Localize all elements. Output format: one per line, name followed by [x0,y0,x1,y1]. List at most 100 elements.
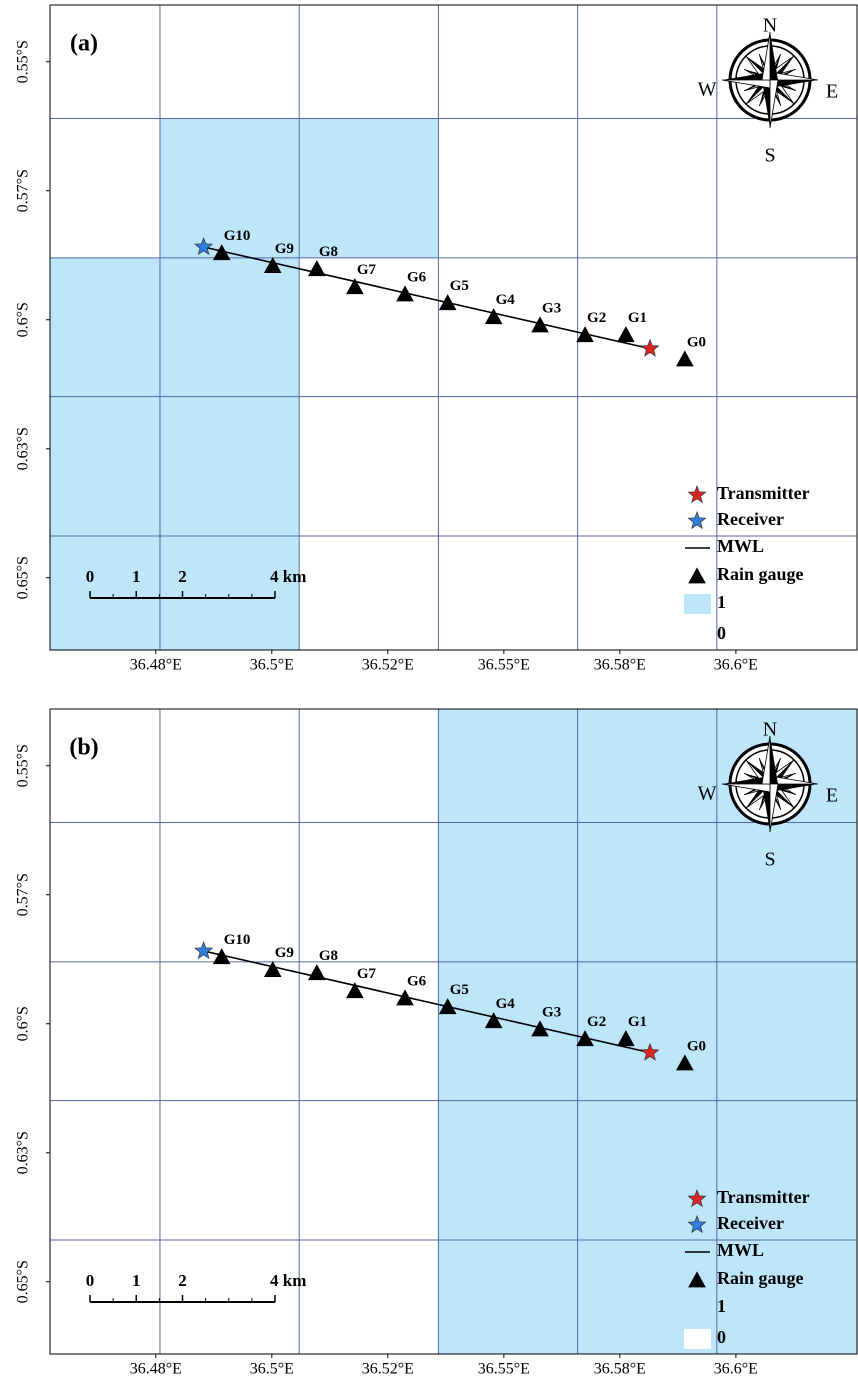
compass-point [769,783,779,833]
legend-label: Transmitter [717,1187,810,1207]
raster-cell [159,118,300,258]
raster-cell [159,961,300,1101]
rain-gauge [212,244,231,261]
scale-label: 4 km [270,567,306,586]
raster-cell [299,1100,439,1240]
rain-gauge [263,257,282,274]
raster-cell [159,1239,300,1354]
raster-cell [159,257,300,397]
y-tick-label: 0.55°S [15,744,32,787]
raster-cell [159,822,300,962]
raster-cell [299,961,439,1101]
compass-letter: S [764,145,775,167]
legend-symbol [688,567,706,584]
gauge-label: G10 [224,228,251,244]
legend-symbol [687,484,707,504]
gauge-label: G5 [450,278,469,294]
raster-cell [159,396,300,536]
compass-letter: N [763,15,777,37]
raster-cell [716,396,857,536]
legend-label: Rain gauge [717,564,804,584]
map-panel: 36.48°E 36.5°E 36.52°E 36.55°E 36.58°E 36.6°E… [15,4,858,674]
y-tick-label: 0.6°S [15,1006,32,1041]
legend-symbol [687,510,707,530]
raster-cell [159,5,300,119]
x-tick-label: 36.5°E [250,657,294,674]
raster-cell [50,1239,160,1354]
gauge-label: G5 [450,982,469,998]
raster-cell [438,1239,578,1354]
rain-gauge [212,948,231,965]
rain-gauge [617,326,635,343]
raster-cell [299,709,439,823]
raster-cell [577,709,717,823]
raster-cell [50,709,160,823]
gauge-label: G2 [587,1014,606,1030]
rain-gauge [346,982,364,999]
receiver-station [194,940,214,960]
gauge-label: G0 [687,334,706,350]
map-frame [49,708,858,1355]
raster-cell [577,396,717,536]
raster-cell [299,1239,439,1354]
rain-gauge [676,350,694,367]
compass-point [762,784,770,832]
compass-point [721,79,771,89]
compass-point [770,80,818,88]
rain-gauge [438,294,457,311]
scale-label: 1 [132,567,141,586]
rain-gauge [576,326,594,343]
raster-cell [50,257,160,397]
y-tick-label: 0.63°S [15,1131,32,1174]
raster-cell [299,396,439,536]
compass: N E S W [698,15,839,167]
compass-point [762,80,770,128]
x-tick-label: 36.48°E [130,1361,182,1378]
x-tick-label: 36.6°E [714,657,758,674]
compass-letter: N [763,719,777,741]
rain-gauge [396,989,414,1006]
raster-cell [577,118,717,258]
raster-cell [438,1100,578,1240]
scale-label: 2 [178,567,187,586]
y-tick-label: 0.65°S [15,1260,32,1303]
x-tick-label: 36.55°E [478,657,530,674]
legend-label: Receiver [717,1213,784,1233]
compass-letter: W [698,79,717,101]
gauge-label: G9 [275,241,294,257]
gauge-label: G1 [628,1014,647,1030]
raster-cell [716,535,857,650]
legend-label: 1 [717,592,726,612]
compass-point [722,776,770,784]
scale-label: 1 [132,1271,141,1290]
scale-label: 0 [86,567,95,586]
y-tick-label: 0.65°S [15,556,32,599]
gauge-label: G8 [319,244,338,260]
gauge-label: G1 [628,310,647,326]
compass-letter: W [698,783,717,805]
gauge-label: G6 [407,269,427,285]
legend-symbol [687,1188,707,1208]
gauge-label: G7 [357,966,377,982]
legend-swatch [684,594,711,614]
gauge-label: G4 [496,996,516,1012]
raster-cell [50,396,160,536]
gauge-label: G8 [319,948,338,964]
gauge-label: G10 [224,932,251,948]
x-tick-label: 36.52°E [362,657,414,674]
legend-swatch [684,1329,711,1349]
compass-point [770,32,778,80]
transmitter-station [640,1042,660,1061]
raster-cell [50,5,160,119]
legend-label: 1 [717,1296,726,1316]
raster-cell [50,822,160,962]
legend-symbol [688,1271,706,1288]
scale-label: 4 km [270,1271,306,1290]
raster-cell [50,1100,160,1240]
legend-label: MWL [717,1240,764,1260]
raster-cell [438,396,578,536]
mwl-link [203,246,651,350]
legend-swatch [684,1298,711,1318]
raster-cell [716,822,857,962]
rain-gauge [396,285,414,302]
